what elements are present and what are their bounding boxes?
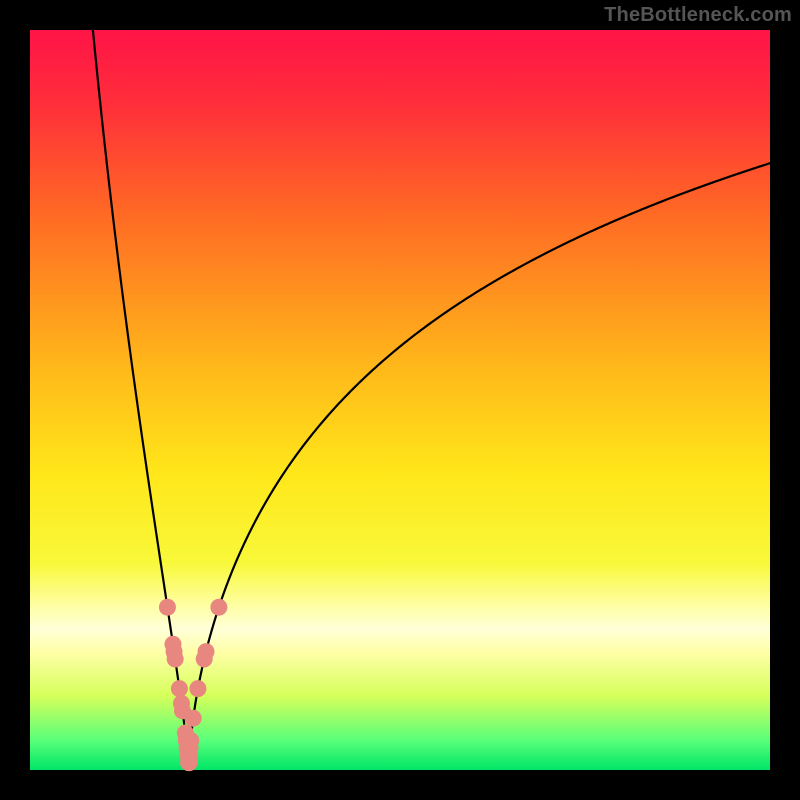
chart-plot-area [30,30,770,770]
chart-marker [197,643,214,660]
chart-outer-frame: TheBottleneck.com [0,0,800,800]
chart-marker [210,599,227,616]
chart-marker [159,599,176,616]
chart-marker [182,732,199,749]
chart-marker [167,651,184,668]
chart-marker [185,710,202,727]
watermark-text: TheBottleneck.com [604,4,792,27]
chart-marker [171,680,188,697]
bottleneck-curve [93,30,770,770]
chart-svg [30,30,770,770]
chart-marker [189,680,206,697]
